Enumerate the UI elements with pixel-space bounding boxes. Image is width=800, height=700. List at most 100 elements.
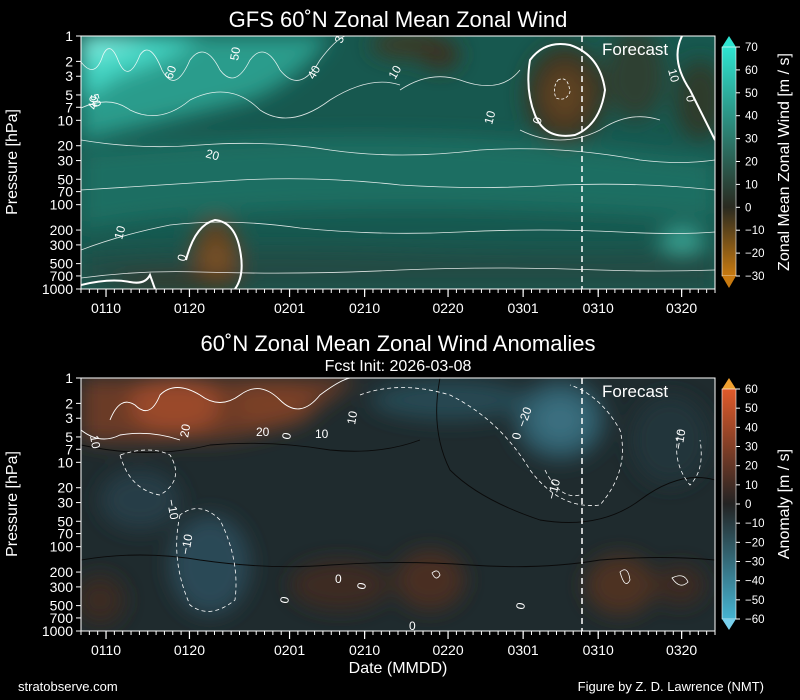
colorbar-tick-label: 30 (745, 134, 758, 146)
wind-panel-title: GFS 60˚N Zonal Mean Zonal Wind (229, 7, 568, 32)
x-axis-label: Date (MMDD) (349, 660, 448, 677)
anomaly-x-axis: 0110 0120 0201 0210 0220 0301 0310 0320 (80, 631, 716, 658)
contour-label: −10 (544, 477, 563, 501)
colorbar-tick-label: −20 (745, 537, 765, 549)
anomaly-colorbar: 60 50 40 30 20 10 0 −10 −20 −30 −40 −50 −60 Anomaly … (721, 378, 793, 630)
contour-label: 40 (304, 63, 323, 82)
x-tick-label: 0320 (666, 300, 697, 316)
y-tick-label: 500 (50, 256, 74, 272)
contour-label: 0 (530, 115, 546, 126)
y-tick-label: 1000 (42, 281, 73, 297)
y-tick-label: 1000 (42, 623, 73, 639)
anomaly-panel-subtitle: Fcst Init: 2026-03-08 (325, 358, 472, 375)
y-tick-label: 5 (65, 429, 73, 445)
contour-label: 60 (162, 63, 180, 81)
anomaly-panel-title: 60˚N Zonal Mean Zonal Wind Anomalies (201, 331, 596, 356)
y-tick-label: 20 (57, 138, 73, 154)
contour-label: 0 (277, 595, 292, 604)
colorbar-tick-label: 0 (745, 499, 751, 511)
x-tick-label: 0120 (174, 300, 205, 316)
colorbar-tick-label: −10 (745, 225, 765, 237)
contour-label: 10 (665, 67, 682, 84)
contour-label: 10 (111, 224, 128, 241)
contour-label: 10 (481, 109, 498, 126)
contour-label: 10 (344, 410, 360, 426)
contour-label: 0 (683, 94, 698, 103)
colorbar-tick-label: 50 (745, 403, 758, 415)
y-tick-label: 5 (65, 87, 73, 103)
y-tick-label: 1 (65, 370, 73, 386)
y-tick-label: 7 (65, 441, 73, 457)
x-tick-label: 0220 (432, 300, 463, 316)
y-tick-label: 20 (57, 480, 73, 496)
contour-label: 0 (354, 581, 369, 590)
y-tick-label: 3 (65, 410, 73, 426)
y-tick-label: 10 (57, 454, 73, 470)
wind-colorbar: 70 60 50 40 30 20 10 0 −10 −20 −30 Zonal Mean Zona… (721, 36, 793, 288)
y-tick-label: 300 (50, 579, 74, 595)
colorbar-tick-label: −10 (745, 518, 765, 530)
wind-panel: GFS 60˚N Zonal Mean Zonal Wind (4, 7, 793, 316)
x-tick-label: 0120 (174, 642, 205, 658)
contour-label: 0 (513, 601, 528, 610)
contour-label: 3 (332, 34, 348, 45)
colorbar-tick-label: 10 (745, 480, 758, 492)
wind-x-axis: 0110 0120 0201 0210 0220 0301 0310 0320 (80, 289, 716, 316)
contour-label: −10 (178, 533, 195, 556)
y-tick-label: 200 (50, 222, 74, 238)
contour-label: 40 (85, 95, 101, 111)
x-tick-label: 0201 (274, 300, 305, 316)
y-tick-label: 300 (50, 237, 74, 253)
colorbar-tick-label: 60 (745, 384, 758, 396)
x-tick-label: 0320 (666, 642, 697, 658)
anomaly-contour-labels: 10 20 10 20 0 10 −20 −10 −10 −10 0 0 0 0… (87, 405, 689, 633)
anomaly-colorbar-label: Anomaly [m / s] (776, 449, 793, 559)
wind-y-axis-label: Pressure [hPa] (4, 109, 21, 215)
colorbar-tick-label: −20 (745, 248, 765, 260)
x-tick-label: 0301 (508, 642, 539, 658)
contour-label: 10 (315, 427, 329, 441)
colorbar-tick-label: −30 (745, 271, 765, 283)
y-tick-label: 70 (57, 526, 73, 542)
contour-label: 10 (385, 63, 404, 82)
wind-field: 50 60 3 40 10 10 0 10 0 50 40 20 10 0 Fo… (81, 34, 715, 289)
colorbar-tick-label: 60 (745, 65, 758, 77)
x-tick-label: 0220 (432, 642, 463, 658)
forecast-label: Forecast (602, 382, 668, 401)
colorbar-tick-label: −60 (745, 614, 765, 626)
colorbar-tick-label: 0 (745, 202, 751, 214)
contour-label: −10 (164, 498, 181, 521)
contour-label: 50 (227, 46, 243, 62)
contour-label: 20 (256, 425, 270, 439)
y-tick-label: 2 (65, 53, 73, 69)
colorbar-tick-label: 30 (745, 442, 758, 454)
anomaly-y-axis-label: Pressure [hPa] (4, 451, 21, 557)
y-tick-label: 7 (65, 99, 73, 115)
colorbar-tick-label: −50 (745, 595, 765, 607)
wind-colorbar-label: Zonal Mean Zonal Wind [m / s] (776, 53, 793, 271)
y-tick-label: 1 (65, 28, 73, 44)
contour-label: −10 (671, 428, 688, 451)
contour-label: 0 (409, 619, 416, 633)
y-tick-label: 50 (57, 513, 73, 529)
x-tick-label: 0310 (583, 300, 614, 316)
contour-label: 20 (204, 146, 221, 163)
x-tick-label: 0210 (349, 300, 380, 316)
y-tick-label: 50 (57, 171, 73, 187)
contour-label: 0 (174, 252, 189, 262)
colorbar-tick-label: 20 (745, 461, 758, 473)
contour-label: 20 (177, 423, 193, 439)
y-tick-label: 30 (57, 495, 73, 511)
anomaly-field: 10 20 10 20 0 10 −20 −10 −10 −10 0 0 0 0… (81, 378, 715, 633)
wind-contour-labels: 50 60 3 40 10 10 0 10 0 50 40 20 10 0 (85, 34, 698, 263)
contour-label: 0 (509, 431, 524, 440)
y-tick-label: 70 (57, 184, 73, 200)
y-tick-label: 700 (50, 268, 74, 284)
x-tick-label: 0310 (583, 642, 614, 658)
website-credit: stratobserve.com (18, 679, 118, 694)
y-tick-label: 200 (50, 564, 74, 580)
contour-label: 10 (87, 434, 103, 450)
